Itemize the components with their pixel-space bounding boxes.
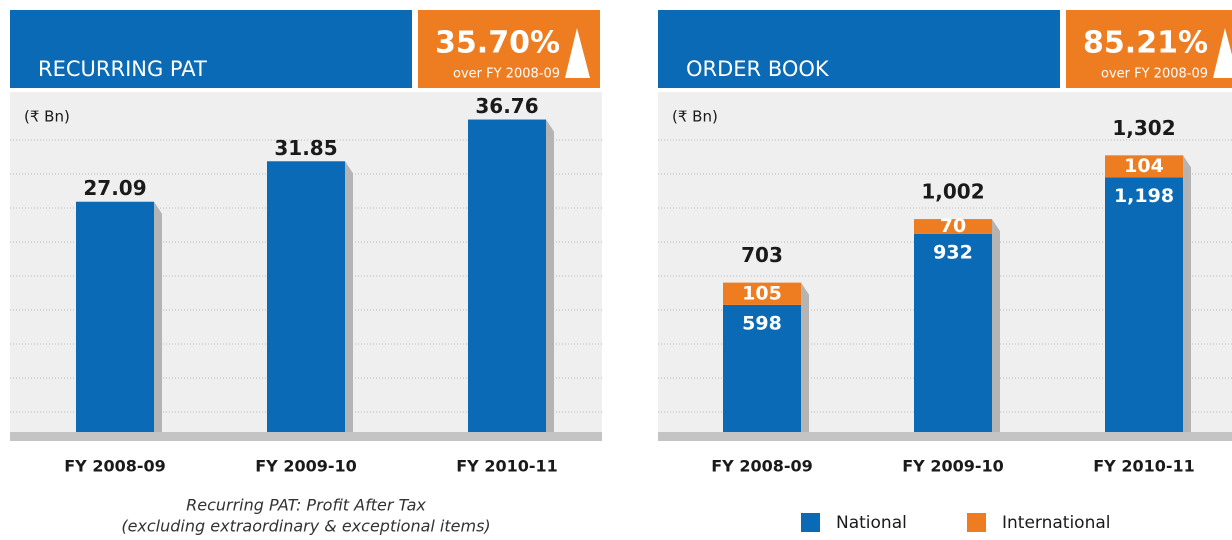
bar-shadow bbox=[992, 219, 1000, 432]
bar-shadow bbox=[801, 282, 809, 432]
base-strip bbox=[658, 432, 1232, 441]
x-tick-label: FY 2010-11 bbox=[1093, 457, 1195, 476]
unit-label: (₹ Bn) bbox=[672, 108, 718, 126]
x-tick-label: FY 2010-11 bbox=[456, 457, 558, 476]
total-label: 1,302 bbox=[1112, 116, 1175, 140]
legend-label: National bbox=[836, 513, 907, 533]
bar-shadow bbox=[345, 161, 353, 432]
x-tick-label: FY 2008-09 bbox=[64, 457, 166, 476]
badge-caption: over FY 2008-09 bbox=[453, 67, 560, 82]
bar bbox=[76, 201, 154, 432]
segment-label: 104 bbox=[1124, 155, 1164, 177]
x-tick-label: FY 2008-09 bbox=[711, 457, 813, 476]
bar-shadow bbox=[1183, 155, 1191, 432]
segment-label: 598 bbox=[742, 312, 782, 334]
bar-segment bbox=[914, 219, 992, 234]
segment-label: 70 bbox=[940, 215, 966, 237]
bar-segment bbox=[723, 282, 801, 305]
bar-segment bbox=[1105, 155, 1183, 178]
base-strip bbox=[10, 432, 602, 441]
bar bbox=[267, 161, 345, 432]
x-tick-label: FY 2009-10 bbox=[902, 457, 1004, 476]
segment-label: 932 bbox=[933, 241, 973, 263]
legend-swatch bbox=[967, 513, 986, 532]
total-label: 1,002 bbox=[921, 180, 984, 204]
badge-value: 35.70% bbox=[435, 26, 560, 61]
bar-segment bbox=[1105, 177, 1183, 432]
bar-segment bbox=[723, 304, 801, 432]
header-band bbox=[658, 10, 1060, 88]
segment-label: 105 bbox=[742, 282, 782, 304]
x-tick-label: FY 2009-10 bbox=[255, 457, 357, 476]
total-label: 703 bbox=[741, 243, 783, 267]
legend-label: International bbox=[1002, 513, 1111, 533]
badge-caption: over FY 2008-09 bbox=[1101, 67, 1208, 82]
footnote: (excluding extraordinary & exceptional i… bbox=[121, 517, 490, 536]
header-band bbox=[10, 10, 412, 88]
footnote: Recurring PAT: Profit After Tax bbox=[186, 496, 426, 515]
value-label: 27.09 bbox=[83, 176, 146, 200]
value-label: 31.85 bbox=[274, 136, 337, 160]
panel-title: RECURRING PAT bbox=[38, 57, 207, 81]
up-arrow bbox=[1213, 28, 1232, 78]
bar-shadow bbox=[546, 119, 554, 432]
segment-label: 1,198 bbox=[1114, 185, 1174, 207]
up-arrow bbox=[565, 28, 590, 78]
panel-title: ORDER BOOK bbox=[686, 57, 830, 81]
bar-shadow bbox=[154, 201, 162, 432]
unit-label: (₹ Bn) bbox=[24, 108, 70, 126]
value-label: 36.76 bbox=[475, 94, 538, 118]
bar bbox=[468, 119, 546, 432]
badge-value: 85.21% bbox=[1083, 26, 1208, 61]
badge-box bbox=[1066, 10, 1232, 88]
legend-swatch bbox=[801, 513, 820, 532]
bar-segment bbox=[914, 233, 992, 432]
